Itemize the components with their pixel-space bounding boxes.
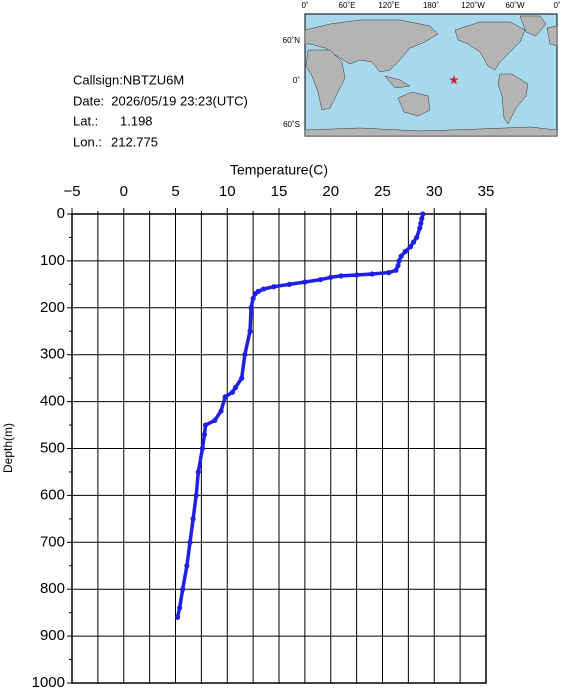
map-lon-label: 180˚ xyxy=(423,1,439,10)
profile-point xyxy=(184,563,190,569)
profile-point xyxy=(418,220,424,226)
profile-point xyxy=(414,234,420,241)
info-block: Callsign:NBTZU6M Date: 2026/05/19 23:23(… xyxy=(73,72,248,149)
lon-value: 212.775 xyxy=(111,134,158,149)
map-lat-label: 60˚S xyxy=(283,120,300,129)
profile-point xyxy=(369,271,375,277)
profile-point xyxy=(302,279,308,285)
profile-point xyxy=(286,281,292,287)
profile-point xyxy=(410,239,417,245)
profile-point xyxy=(195,469,201,475)
profile-point xyxy=(190,516,196,522)
profile-point xyxy=(180,586,186,592)
map-labels: 0˚ 60˚E 120˚E 180˚ 120˚W 60˚W 0˚ 60˚N 0˚ 60˚S xyxy=(283,1,561,129)
y-tick-label: 700 xyxy=(40,533,65,550)
profile-point xyxy=(396,258,402,264)
profile-point xyxy=(174,614,181,620)
profile-point xyxy=(248,305,254,311)
profile-point xyxy=(417,225,423,231)
x-tick-label: 5 xyxy=(171,183,179,200)
map-lon-label: 60˚E xyxy=(339,1,356,10)
x-tick-label: 10 xyxy=(219,183,236,200)
profile-point xyxy=(232,384,239,391)
profile-point xyxy=(252,291,258,297)
profile-point xyxy=(395,262,401,269)
lat-value: 1.198 xyxy=(120,113,153,128)
x-tick-label: 25 xyxy=(374,183,391,200)
profile-point xyxy=(193,492,199,498)
profile-point xyxy=(239,375,245,381)
profile-point xyxy=(419,216,425,222)
y-tick-label: 900 xyxy=(40,627,65,644)
profile-point xyxy=(212,417,218,423)
map-lon-label: 60˚W xyxy=(505,1,525,10)
map-lon-label: 0˚ xyxy=(301,1,308,10)
profile-point xyxy=(260,286,267,292)
x-tick-label: 15 xyxy=(271,183,288,200)
profile-point xyxy=(271,284,277,290)
map-lon-label: 120˚W xyxy=(461,1,485,10)
lon-label: Lon.: xyxy=(73,134,102,149)
y-tick-label: 800 xyxy=(40,580,65,597)
y-tick-label: 200 xyxy=(40,299,65,316)
x-tick-label: 20 xyxy=(322,183,339,200)
y-tick-label: 400 xyxy=(40,393,65,410)
plot-frame xyxy=(71,213,487,684)
map-lat-label: 60˚N xyxy=(283,36,301,45)
y-tick-label: 0 xyxy=(57,205,65,222)
y-tick-label: 300 xyxy=(40,346,65,363)
profile-point xyxy=(199,445,206,452)
map-lon-label: 120˚E xyxy=(378,1,399,10)
position-marker xyxy=(449,75,459,85)
x-tick-label: 35 xyxy=(478,183,495,200)
profile-point xyxy=(242,352,248,358)
x-tick-label: −5 xyxy=(63,183,80,200)
profile-point xyxy=(222,394,228,400)
map-lon-label: 0˚ xyxy=(553,1,560,10)
y-tick-label: 100 xyxy=(40,252,65,269)
y-tick-label: 500 xyxy=(40,439,65,456)
profile-point xyxy=(420,211,426,217)
profile-point xyxy=(393,267,399,273)
profile-point xyxy=(247,328,253,334)
date: Date: 2026/05/19 23:23(UTC) xyxy=(73,93,248,108)
map-land xyxy=(304,15,558,137)
profile-point xyxy=(398,253,404,259)
profile-point xyxy=(402,248,408,255)
x-tick-label: 30 xyxy=(426,183,443,200)
profile-point xyxy=(407,244,414,250)
profile-point xyxy=(177,605,183,611)
x-tick-label: 0 xyxy=(120,183,128,200)
profile-point xyxy=(386,270,392,276)
y-axis-label: Depth(m) xyxy=(1,423,15,473)
profile-point xyxy=(328,274,334,280)
profile-point xyxy=(338,273,344,279)
y-tick-label: 1000 xyxy=(32,674,65,690)
profile-point xyxy=(354,272,360,278)
world-map: 0˚ 60˚E 120˚E 180˚ 120˚W 60˚W 0˚ 60˚N 0˚ 60˚S xyxy=(283,1,561,137)
profile-point xyxy=(202,422,209,428)
callsign: Callsign:NBTZU6M xyxy=(73,72,184,87)
profile-point xyxy=(229,389,236,395)
profile-point xyxy=(250,295,256,302)
profile-point xyxy=(317,277,323,283)
y-tick-label: 600 xyxy=(40,486,65,503)
map-lat-label: 0˚ xyxy=(293,76,300,85)
profile-point xyxy=(187,539,193,545)
profile-point xyxy=(201,431,208,438)
profile-point xyxy=(218,408,224,414)
x-axis-label: Temperature(C) xyxy=(230,162,328,178)
lat-label: Lat.: xyxy=(73,113,98,128)
